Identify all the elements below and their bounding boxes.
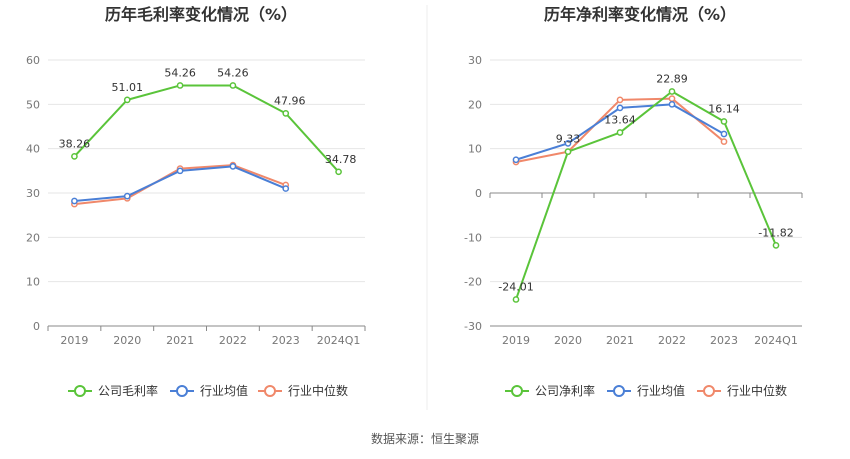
legend-label: 行业中位数	[288, 383, 348, 398]
y-tick-label: 10	[468, 143, 482, 156]
data-label: 22.89	[656, 73, 688, 86]
gross-margin-chart: 历年毛利率变化情况（%） 0 10 20 30 40 50 60 2019 2020 2021 202…	[26, 5, 366, 398]
data-label: -11.82	[758, 226, 793, 239]
y-tick-label: 40	[26, 143, 40, 156]
net-margin-chart: 历年净利率变化情况（%） -30 -20 -10 0 10 20 30 2019 2020 2021…	[464, 5, 803, 398]
legend-swatch-marker	[74, 385, 86, 397]
data-point	[512, 156, 520, 164]
legend-swatch-marker	[511, 385, 523, 397]
y-tick-label: -30	[464, 320, 482, 333]
data-source-note: 数据来源：恒生聚源	[370, 432, 479, 446]
x-tick-label: 2019	[60, 334, 88, 347]
data-point	[720, 138, 728, 145]
data-point	[720, 130, 728, 138]
data-point	[229, 82, 237, 89]
x-tick-label: 2021	[606, 334, 634, 347]
data-label: 34.78	[325, 153, 357, 166]
legend-label: 行业中位数	[727, 383, 787, 398]
data-point	[772, 242, 780, 249]
legend-label: 公司净利率	[535, 383, 595, 398]
data-label: -24.01	[498, 280, 533, 293]
data-point	[176, 82, 184, 89]
legend-swatch-marker	[264, 385, 276, 397]
data-point	[123, 96, 131, 104]
data-label: 51.01	[112, 81, 144, 94]
y-tick-label: 20	[26, 231, 40, 244]
x-tick-label: 2021	[166, 334, 194, 347]
legend-swatch-marker	[613, 385, 625, 397]
legend-label: 行业均值	[637, 383, 685, 398]
y-tick-label: 60	[26, 54, 40, 67]
legend-label: 公司毛利率	[98, 383, 158, 398]
y-tick-label: 10	[26, 276, 40, 289]
data-point	[71, 153, 78, 160]
chart-title: 历年净利率变化情况（%）	[544, 5, 736, 24]
x-tick-label: 2022	[658, 334, 686, 347]
y-tick-label: -10	[464, 231, 482, 244]
x-tick-label: 2022	[219, 334, 247, 347]
legend-swatch-marker	[703, 385, 715, 397]
data-label: 38.26	[59, 137, 91, 150]
data-label: 13.64	[604, 114, 636, 127]
x-tick-label: 2024Q1	[317, 334, 361, 347]
x-tick-label: 2023	[272, 334, 300, 347]
data-label: 9.33	[556, 133, 581, 146]
x-tick-label: 2020	[554, 334, 582, 347]
x-tick-label: 2023	[710, 334, 738, 347]
series-line-0	[73, 84, 340, 173]
x-tick-label: 2024Q1	[754, 334, 798, 347]
y-tick-label: 0	[33, 320, 40, 333]
data-point	[564, 139, 572, 147]
x-tick-label: 2020	[113, 334, 141, 347]
data-point	[720, 118, 728, 125]
data-point	[668, 100, 676, 108]
series-line-0	[515, 90, 777, 300]
data-point	[616, 104, 624, 112]
y-tick-label: 50	[26, 98, 40, 111]
y-tick-label: 30	[26, 187, 40, 200]
data-point	[71, 197, 78, 205]
data-point	[176, 167, 184, 175]
data-point	[123, 192, 131, 200]
y-tick-label: 0	[475, 187, 482, 200]
data-point	[616, 129, 624, 136]
data-label: 54.26	[164, 66, 196, 79]
data-point	[668, 88, 676, 95]
y-tick-label: 30	[468, 54, 482, 67]
y-tick-label: -20	[464, 276, 482, 289]
data-point	[668, 95, 676, 102]
data-point	[616, 96, 624, 104]
data-label: 47.96	[274, 94, 306, 107]
data-label: 16.14	[708, 102, 740, 115]
data-label: 54.26	[217, 66, 249, 79]
data-point	[282, 185, 290, 192]
chart-title: 历年毛利率变化情况（%）	[105, 5, 297, 24]
x-tick-label: 2019	[502, 334, 530, 347]
legend-swatch-marker	[176, 385, 188, 397]
data-point	[282, 110, 290, 117]
y-tick-label: 20	[468, 98, 482, 111]
data-point	[335, 168, 342, 176]
legend-label: 行业均值	[200, 383, 248, 398]
data-point	[512, 296, 520, 303]
data-point	[229, 163, 237, 170]
data-point	[564, 148, 572, 155]
